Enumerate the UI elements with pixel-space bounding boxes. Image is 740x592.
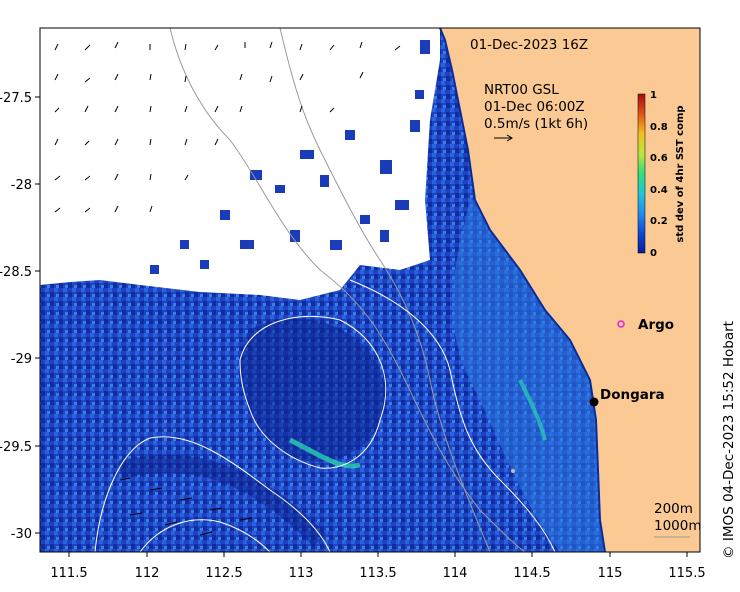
cloud-gaps (150, 40, 430, 274)
coastal-front-high (518, 379, 547, 441)
argo-float-marker (617, 320, 625, 328)
x-tick-label: 112.5 (205, 566, 242, 581)
argo-label: Argo (638, 317, 674, 333)
y-axis: -27.5 -28 -28.5 -29 -29.5 -30 (0, 91, 40, 542)
y-tick-label: -29.5 (0, 440, 32, 455)
nrt-label: NRT00 GSL (484, 82, 559, 98)
x-tick-label: 114.5 (513, 566, 550, 581)
vector-scale-arrow (494, 134, 513, 142)
colorbar: 1 0.8 0.6 0.4 0.2 0 std dev of 4hr SST c… (637, 90, 686, 259)
vector-scale-label: 0.5m/s (1kt 6h) (484, 116, 588, 132)
sst-contour-south-inner (139, 519, 271, 552)
x-tick-label: 112 (135, 566, 160, 581)
station-marker (511, 469, 515, 473)
cloud-mask (40, 28, 440, 300)
isobath-label-1000m: 1000m (654, 518, 702, 534)
map-plot-area (40, 28, 700, 552)
sst-contour-south (94, 436, 331, 552)
y-tick-label: -28 (11, 178, 32, 193)
isobath-label-200m: 200m (654, 501, 693, 517)
colorbar-tick: 0.6 (650, 153, 668, 164)
x-tick-label: 115 (598, 566, 623, 581)
current-time-label: 01-Dec 06:00Z (484, 99, 585, 115)
sst-contour-eddy (239, 315, 387, 469)
plot-frame (39, 27, 701, 553)
colorbar-label: std dev of 4hr SST comp (675, 105, 686, 242)
dongara-marker (589, 397, 599, 407)
colorbar-ramp (637, 93, 646, 254)
land-western-australia (440, 28, 700, 552)
southern-low-band (117, 454, 327, 547)
x-tick-label: 113 (289, 566, 314, 581)
imos-credit: © IMOS 04-Dec-2023 15:52 Hobart (721, 321, 737, 559)
isobath-200m (169, 28, 526, 552)
y-tick-label: -27.5 (0, 91, 32, 106)
coastline (439, 28, 606, 552)
isobath-1000m (279, 28, 491, 552)
eddy-front-high (288, 437, 361, 469)
sst-contour-coastal (349, 279, 556, 552)
x-tick-label: 115.5 (668, 566, 705, 581)
colorbar-tick: 1 (650, 90, 657, 101)
current-vectors (54, 41, 401, 536)
y-tick-label: -28.5 (0, 265, 32, 280)
y-tick-label: -30 (11, 527, 32, 542)
y-tick-label: -29 (11, 352, 32, 367)
eddy-core (240, 318, 386, 462)
map-date-title: 01-Dec-2023 16Z (470, 37, 588, 53)
x-tick-label: 114 (443, 566, 468, 581)
colorbar-tick: 0.2 (650, 216, 668, 227)
dongara-label: Dongara (600, 387, 665, 403)
x-tick-label: 111.5 (50, 566, 87, 581)
x-tick-label: 113.5 (359, 566, 396, 581)
colorbar-tick: 0.4 (650, 185, 668, 196)
colorbar-tick: 0.8 (650, 122, 668, 133)
x-axis: 111.5 112 112.5 113 113.5 114 114.5 115 … (50, 552, 706, 581)
colorbar-tick: 0 (650, 248, 657, 259)
